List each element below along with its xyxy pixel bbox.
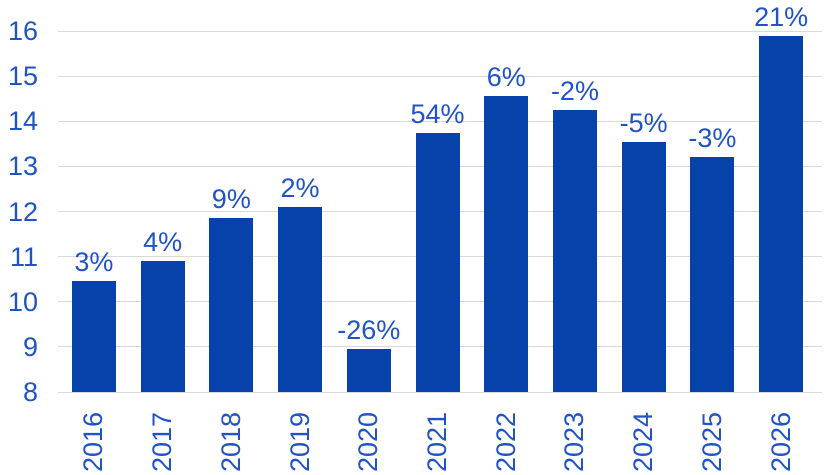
y-tick-label: 11 [9, 241, 38, 272]
bar-2023 [552, 109, 597, 392]
bar-value-label: -2% [550, 75, 599, 106]
bar-value-label: -26% [337, 315, 401, 346]
bar-2026 [759, 35, 804, 392]
bar-value-label: 54% [410, 98, 465, 129]
bar-2025 [690, 157, 735, 392]
y-tick-label: 8 [22, 377, 38, 407]
bar-value-label: -3% [688, 123, 737, 154]
bar-2017 [140, 261, 185, 392]
gridline [58, 120, 822, 122]
y-tick-label: 16 [7, 16, 38, 46]
bar-2020 [346, 349, 391, 392]
bar-2022 [484, 96, 529, 392]
x-tick-label: 2016 [78, 411, 109, 472]
bar-2021 [415, 132, 460, 392]
x-tick-label: 2023 [559, 411, 590, 472]
bar-value-label: 4% [143, 227, 183, 258]
bar-value-label: 9% [211, 184, 251, 215]
y-tick-label: 12 [7, 196, 38, 227]
bar-2016 [71, 281, 116, 392]
y-tick-label: 13 [7, 151, 38, 182]
x-tick-label: 2022 [490, 411, 521, 472]
gridline [58, 75, 822, 77]
bar-2024 [621, 141, 666, 392]
bar-2019 [278, 206, 323, 392]
x-tick-label: 2021 [422, 411, 452, 472]
bar-2018 [209, 218, 254, 392]
x-tick-label: 2019 [284, 411, 315, 472]
y-tick-label: 14 [7, 106, 38, 137]
x-tick-label: 2018 [215, 411, 246, 472]
bar-value-label: -5% [619, 107, 668, 138]
x-tick-label: 2017 [147, 411, 178, 472]
x-tick-label: 2020 [353, 411, 384, 472]
bar-value-label: 21% [754, 1, 809, 32]
x-tick-label: 2024 [628, 411, 659, 472]
x-tick-label: 2025 [696, 411, 727, 472]
y-tick-label: 10 [7, 286, 38, 317]
gridline [58, 391, 822, 393]
bar-value-label: 2% [280, 172, 320, 203]
gridline [58, 30, 822, 32]
y-tick-label: 9 [22, 331, 38, 362]
x-tick-label: 2026 [765, 411, 796, 472]
y-tick-label: 15 [7, 61, 38, 92]
bar-value-label: 3% [74, 247, 114, 278]
bar-value-label: 6% [486, 62, 526, 93]
